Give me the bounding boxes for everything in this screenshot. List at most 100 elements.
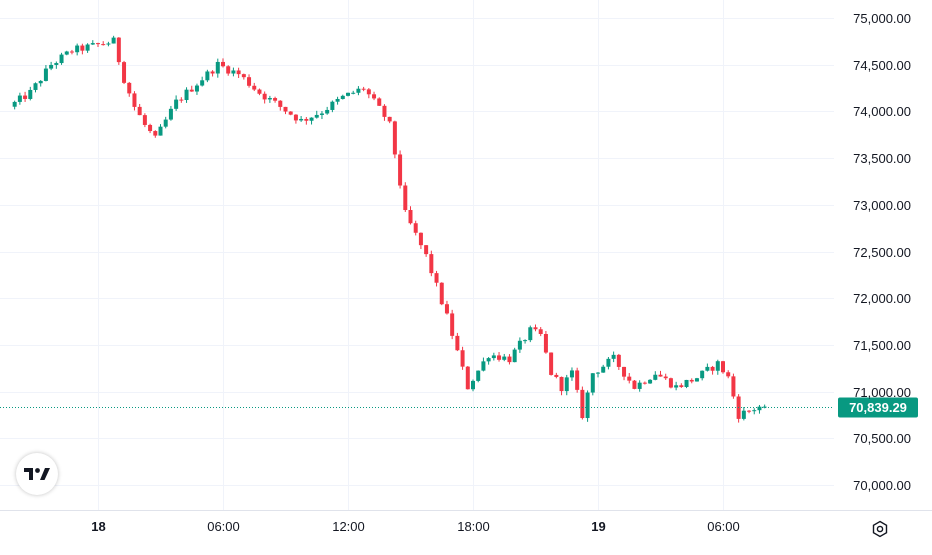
candle-body: [80, 45, 85, 51]
y-tick-label: 71,000.00: [853, 385, 911, 400]
candle-body: [564, 377, 569, 392]
candle-down: [142, 113, 147, 128]
candle-body: [309, 117, 314, 121]
candle-up: [752, 408, 757, 415]
candle-body: [710, 366, 715, 371]
candle-body: [450, 313, 455, 336]
candle-body: [575, 370, 580, 390]
candle-down: [679, 383, 684, 388]
candle-down: [507, 354, 512, 365]
candle-down: [283, 106, 288, 115]
candle-body: [715, 361, 720, 371]
candle-down: [372, 91, 377, 101]
candle-down: [580, 386, 585, 420]
candle-body: [215, 61, 220, 74]
candle-down: [455, 332, 460, 352]
candle-body: [596, 372, 600, 374]
candle-body: [476, 370, 481, 381]
candle-down: [689, 378, 694, 384]
candle-up: [356, 86, 361, 96]
candle-up: [637, 380, 642, 392]
candle-body: [632, 380, 637, 389]
candle-down: [460, 346, 465, 370]
candle-body: [247, 77, 252, 86]
candle-body: [28, 89, 33, 99]
candle-down: [408, 206, 413, 225]
candle-up: [205, 69, 210, 83]
candle-up: [601, 364, 606, 373]
candle-body: [585, 392, 590, 419]
candle-body: [481, 361, 486, 371]
candle-down: [257, 88, 262, 96]
last-price-badge: [838, 397, 918, 418]
candle-down: [559, 376, 564, 396]
candle-up: [471, 379, 475, 392]
candle-down: [747, 410, 752, 414]
tv-logo-mark: [24, 468, 50, 480]
candle-up: [335, 96, 340, 105]
candle-body: [38, 80, 43, 84]
candle-body: [163, 119, 168, 127]
candle-down: [668, 377, 673, 389]
candle-up: [33, 82, 38, 93]
candle-body: [497, 355, 502, 360]
candle-body: [252, 85, 257, 90]
y-axis[interactable]: 75,000.00 74,500.00 74,000.00 73,500.00 73,0…: [853, 11, 911, 493]
candle-body: [236, 70, 241, 75]
candle-down: [361, 86, 366, 92]
candle-body: [694, 378, 699, 382]
candle-body: [554, 374, 559, 377]
candle-body: [726, 372, 731, 377]
candle-body: [523, 340, 528, 342]
candle-body: [122, 62, 127, 83]
candle-body: [559, 376, 564, 392]
candle-body: [731, 376, 736, 397]
candle-body: [569, 370, 574, 378]
candle-down: [247, 74, 252, 88]
candle-down: [538, 327, 543, 337]
candle-body: [168, 108, 173, 120]
candle-down: [189, 85, 194, 92]
candle-down: [424, 245, 429, 257]
candle-up: [502, 353, 507, 362]
candle-up: [163, 116, 168, 129]
candle-body: [340, 95, 345, 99]
x-axis[interactable]: 18 06:00 12:00 18:00 19 06:00: [0, 510, 932, 550]
candle-body: [200, 80, 205, 86]
candle-body: [549, 352, 554, 375]
candle-down: [710, 365, 715, 375]
candle-body: [757, 406, 762, 411]
candle-body: [538, 329, 543, 334]
candle-down: [241, 73, 246, 80]
y-tick-label: 75,000.00: [853, 11, 911, 26]
y-tick-label: 72,500.00: [853, 245, 911, 260]
candle-up: [12, 100, 17, 110]
candle-body: [257, 89, 262, 94]
candle-down: [418, 232, 423, 249]
candle-up: [517, 337, 522, 353]
candle-body: [528, 327, 533, 341]
candle-body: [648, 379, 653, 384]
candle-down: [366, 88, 371, 99]
candle-down: [122, 60, 127, 85]
candle-up: [596, 371, 600, 378]
candle-body: [465, 366, 470, 390]
candle-body: [517, 340, 522, 350]
candle-body: [627, 376, 632, 381]
candle-body: [174, 99, 179, 109]
candle-body: [69, 51, 74, 53]
candle-body: [663, 376, 668, 379]
candle-up: [106, 41, 111, 47]
candle-body: [267, 98, 272, 100]
candle-down: [434, 270, 439, 287]
chart-settings-icon[interactable]: [868, 517, 892, 541]
candle-down: [398, 150, 403, 189]
candle-down: [736, 394, 741, 423]
candle-body: [43, 68, 48, 81]
candle-body: [148, 124, 153, 132]
candle-body: [413, 223, 418, 233]
tradingview-logo-icon[interactable]: [16, 453, 58, 495]
candle-body: [471, 380, 475, 390]
candle-body: [653, 374, 658, 380]
